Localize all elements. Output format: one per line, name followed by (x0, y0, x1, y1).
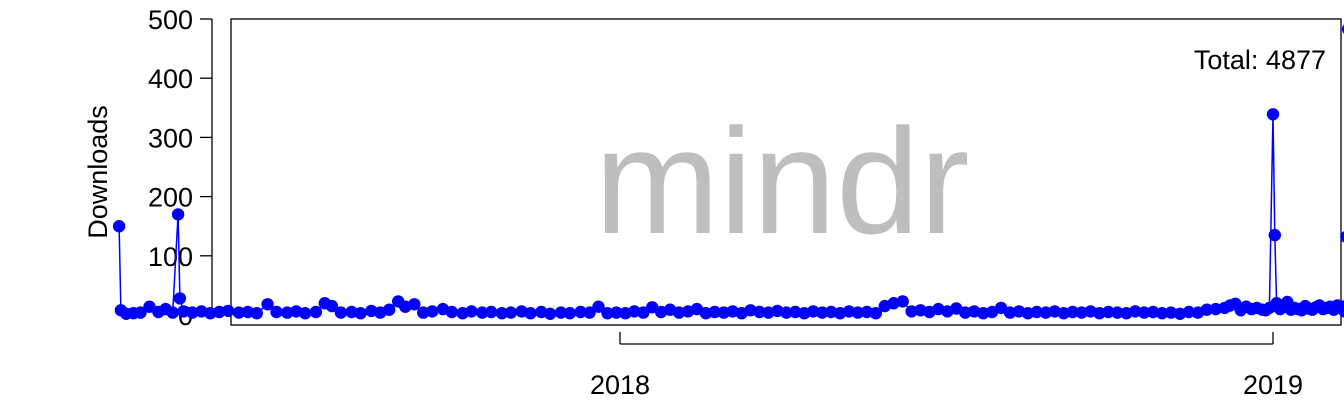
data-point (896, 295, 909, 308)
data-point (592, 300, 605, 313)
y-tick-label: 500 (148, 5, 193, 35)
data-point (250, 307, 263, 320)
data-point (1341, 24, 1344, 34)
data-point (816, 306, 829, 319)
data-point (334, 306, 348, 319)
data-point (563, 307, 577, 320)
watermark-text: mindr (594, 97, 969, 265)
data-point (143, 300, 156, 313)
data-point (134, 306, 147, 319)
plot-frame (230, 18, 1342, 326)
data-point (544, 307, 557, 320)
plot-border (230, 18, 1342, 326)
y-axis: 0100200300400500 (148, 5, 213, 331)
data-point (1266, 108, 1280, 121)
data-point (173, 292, 187, 305)
x-tick-label: 2018 (590, 370, 650, 400)
data-point (325, 299, 339, 313)
data-point (261, 298, 274, 311)
data-point (445, 305, 458, 319)
y-axis-label: Downloads (83, 105, 113, 239)
data-point (270, 305, 283, 319)
data-point (1182, 305, 1196, 319)
data-point (1102, 305, 1115, 319)
data-point (465, 305, 478, 318)
data-point (1155, 307, 1169, 320)
data-point (298, 307, 312, 320)
data-point (851, 306, 865, 319)
data-point (485, 305, 498, 319)
data-point (171, 208, 185, 221)
y-tick-label: 200 (148, 183, 193, 213)
data-point (232, 306, 246, 319)
data-point (408, 298, 421, 311)
data-point (554, 306, 568, 319)
data-point (610, 306, 623, 319)
data-point (753, 305, 766, 319)
data-point (354, 307, 367, 320)
y-tick-label: 400 (148, 64, 193, 94)
y-tick-label: 300 (148, 123, 193, 153)
data-point (574, 305, 587, 319)
data-point (222, 304, 235, 318)
data-point (166, 306, 179, 319)
data-point (583, 306, 596, 319)
data-point (309, 305, 323, 319)
data-point (601, 307, 614, 320)
data-point (495, 307, 509, 320)
data-point (1268, 228, 1282, 242)
data-point (1138, 306, 1151, 319)
x-axis: 2018 2019 (590, 332, 1303, 400)
data-point (1338, 305, 1344, 318)
data-point (1030, 305, 1044, 319)
data-point (476, 306, 489, 319)
data-point (383, 303, 396, 316)
data-point (869, 307, 882, 320)
data-point (905, 305, 918, 318)
y-tick-label: 100 (148, 242, 193, 272)
x-tick-label: 2019 (1243, 370, 1303, 400)
data-point (524, 307, 537, 320)
data-point (112, 220, 126, 233)
series-layer (112, 24, 1344, 320)
data-point (504, 306, 518, 319)
data-point (1340, 231, 1344, 243)
data-point (637, 306, 650, 319)
data-point (426, 305, 439, 318)
data-point (1066, 305, 1079, 319)
total-annotation: Total: 4877 (1194, 45, 1326, 75)
data-point (780, 306, 793, 319)
data-point (1200, 303, 1214, 316)
data-point (1111, 306, 1124, 319)
data-point (708, 305, 721, 319)
